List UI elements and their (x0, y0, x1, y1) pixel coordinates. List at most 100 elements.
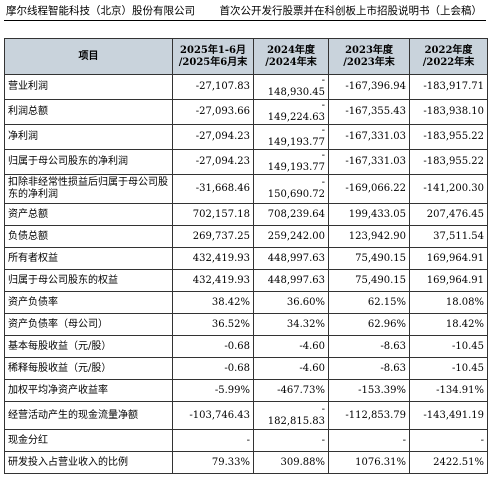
header-2025: 2025年1-6月 /2025年6月末 (172, 38, 254, 75)
value-cell: 37,511.54 (409, 225, 488, 248)
table-row: 归属于母公司股东的权益 432,419.93 448,997.63 75,490.15… (4, 269, 488, 292)
table-row: 负债总额 269,737.25 259,242.00 123,942.90 37,511… (4, 225, 488, 248)
table-row: 归属于母公司股东的净利润 -27,094.23- 149,193.77 -167,3… (4, 149, 488, 175)
value-cell: 2422.51% (409, 451, 488, 474)
value-cell: -103,746.43 (172, 401, 254, 430)
table-row: 稀释每股收益（元/股） -0.68 -4.60 -8.63 -10.45 (4, 357, 488, 380)
table-row: 营业利润 -27,107.83- 148,930.45 -167,396.94 -18… (4, 74, 488, 100)
value-cell: 34.32% (253, 313, 329, 336)
value-cell: -112,853.79 (328, 401, 410, 430)
value-cell: -167,396.94 (328, 74, 410, 100)
document-title: 首次公开发行股票并在科创板上市招股说明书（上会稿） (219, 5, 483, 17)
value-cell: -167,331.03 (328, 149, 410, 175)
value-cell: 18.42% (409, 313, 488, 336)
value-cell: -10.45 (409, 357, 488, 380)
value-cell: 259,242.00 (253, 225, 329, 248)
value-cell: - (172, 429, 254, 452)
table-row: 基本每股收益（元/股） -0.68 -4.60 -8.63 -10.45 (4, 335, 488, 358)
value-cell: -27,107.83 (172, 74, 254, 100)
table-row: 扣除非经常性损益后归属于母公司股东的净利润 -31,668.46- 150,690… (4, 174, 488, 204)
value-cell: 448,997.63 (253, 269, 329, 292)
value-cell: 199,433.05 (328, 203, 410, 226)
row-label: 资产负债率（母公司） (4, 313, 173, 336)
header-item: 项目 (4, 38, 173, 75)
value-cell: - (328, 429, 410, 452)
value-cell: -27,093.66 (172, 99, 254, 125)
value-cell: -183,938.10 (409, 99, 488, 125)
value-cell: - 150,690.72 (253, 174, 329, 204)
value-cell: - 148,930.45 (253, 74, 329, 100)
value-cell: -167,331.03 (328, 124, 410, 150)
value-cell: -183,955.22 (409, 149, 488, 175)
table-row: 利润总额 -27,093.66- 149,224.63 -167,355.43 -18… (4, 99, 488, 125)
row-label: 营业利润 (4, 74, 173, 100)
value-cell: - 182,815.83 (253, 401, 329, 430)
value-cell: 708,239.64 (253, 203, 329, 226)
value-cell: - 149,224.63 (253, 99, 329, 125)
header-rule (4, 20, 486, 21)
value-cell: 169,964.91 (409, 247, 488, 270)
row-label: 利润总额 (4, 99, 173, 125)
table-row: 资产总额 702,157.18 708,239.64 199,433.05 207,47… (4, 203, 488, 226)
value-cell: 38.42% (172, 291, 254, 314)
value-cell: - (409, 429, 488, 452)
table-row: 经营活动产生的现金流量净额 -103,746.43- 182,815.83 -112… (4, 401, 488, 430)
table-row: 所有者权益 432,419.93 448,997.63 75,490.15 169,96… (4, 247, 488, 270)
value-cell: - 149,193.77 (253, 149, 329, 175)
table-row: 现金分红 - - - - (4, 429, 488, 452)
row-label: 归属于母公司股东的净利润 (4, 149, 173, 175)
value-cell: -27,094.23 (172, 149, 254, 175)
row-label: 现金分红 (4, 429, 173, 452)
row-label: 净利润 (4, 124, 173, 150)
page-header: 摩尔线程智能科技（北京）股份有限公司 首次公开发行股票并在科创板上市招股说明书（… (0, 0, 492, 21)
value-cell: -467.73% (253, 379, 329, 402)
row-label: 负债总额 (4, 225, 173, 248)
table-header-row: 项目 2025年1-6月 /2025年6月末 2024年度 /2024年末 20… (4, 38, 488, 75)
value-cell: 432,419.93 (172, 247, 254, 270)
value-cell: -8.63 (328, 335, 410, 358)
value-cell: 309.88% (253, 451, 329, 474)
value-cell: 18.08% (409, 291, 488, 314)
value-cell: -4.60 (253, 357, 329, 380)
row-label: 经营活动产生的现金流量净额 (4, 401, 173, 430)
value-cell: - 149,193.77 (253, 124, 329, 150)
value-cell: 62.96% (328, 313, 410, 336)
value-cell: -167,355.43 (328, 99, 410, 125)
value-cell: 36.60% (253, 291, 329, 314)
row-label: 稀释每股收益（元/股） (4, 357, 173, 380)
value-cell: 207,476.45 (409, 203, 488, 226)
value-cell: -143,491.19 (409, 401, 488, 430)
value-cell: 432,419.93 (172, 269, 254, 292)
value-cell: 269,737.25 (172, 225, 254, 248)
row-label: 归属于母公司股东的权益 (4, 269, 173, 292)
value-cell: -4.60 (253, 335, 329, 358)
row-label: 所有者权益 (4, 247, 173, 270)
value-cell: 123,942.90 (328, 225, 410, 248)
table-row: 净利润 -27,094.23- 149,193.77 -167,331.03 -183… (4, 124, 488, 150)
header-2022: 2022年度 /2022年末 (409, 38, 488, 75)
row-label: 研发投入占营业收入的比例 (4, 451, 173, 474)
value-cell: -134.91% (409, 379, 488, 402)
table-row: 研发投入占营业收入的比例 79.33% 309.88% 1076.31% 2422.51… (4, 451, 488, 474)
row-label: 资产负债率 (4, 291, 173, 314)
value-cell: -10.45 (409, 335, 488, 358)
table-row: 资产负债率 38.42% 36.60% 62.15% 18.08% (4, 291, 488, 314)
value-cell: -183,955.22 (409, 124, 488, 150)
value-cell: -0.68 (172, 357, 254, 380)
table-row: 加权平均净资产收益率 -5.99% -467.73% -153.39% -134.91% (4, 379, 488, 402)
value-cell: -153.39% (328, 379, 410, 402)
value-cell: 62.15% (328, 291, 410, 314)
row-label: 加权平均净资产收益率 (4, 379, 173, 402)
value-cell: 448,997.63 (253, 247, 329, 270)
table-row: 资产负债率（母公司） 36.52% 34.32% 62.96% 18.42% (4, 313, 488, 336)
row-label: 资产总额 (4, 203, 173, 226)
value-cell: 1076.31% (328, 451, 410, 474)
value-cell: -0.68 (172, 335, 254, 358)
value-cell: -169,066.22 (328, 174, 410, 204)
value-cell: -141,200.30 (409, 174, 488, 204)
row-label: 扣除非经常性损益后归属于母公司股东的净利润 (4, 174, 173, 204)
value-cell: 75,490.15 (328, 269, 410, 292)
value-cell: -31,668.46 (172, 174, 254, 204)
value-cell: -183,917.71 (409, 74, 488, 100)
company-name: 摩尔线程智能科技（北京）股份有限公司 (6, 5, 195, 17)
